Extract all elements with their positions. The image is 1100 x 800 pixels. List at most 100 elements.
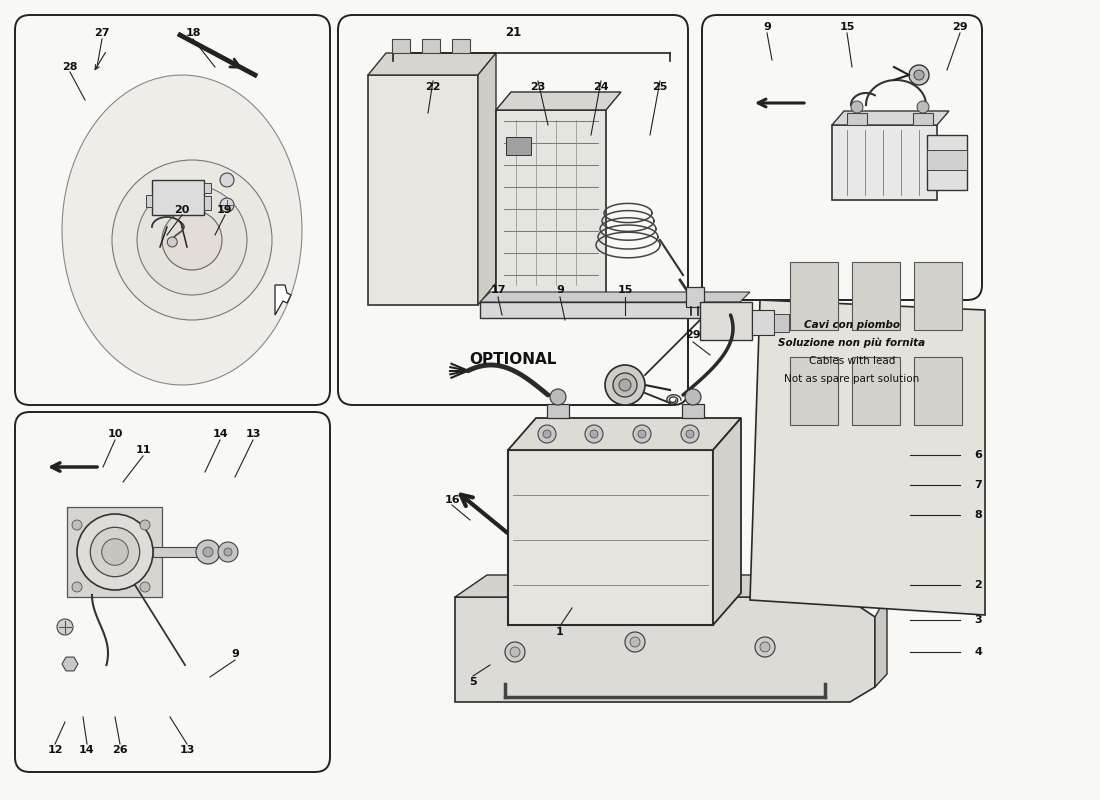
Text: 26: 26 (112, 745, 128, 755)
Bar (927, 150, 967, 170)
Bar (204, 196, 211, 210)
Bar (422, 39, 440, 53)
Bar (392, 39, 410, 53)
Circle shape (538, 425, 556, 443)
Text: eurospares: eurospares (623, 566, 738, 604)
Circle shape (685, 389, 701, 405)
Circle shape (760, 642, 770, 652)
Circle shape (204, 547, 213, 557)
FancyBboxPatch shape (15, 412, 330, 772)
Text: 27: 27 (95, 28, 110, 38)
Text: 20: 20 (174, 205, 189, 215)
Polygon shape (750, 300, 984, 615)
Polygon shape (455, 597, 874, 702)
Bar (547, 404, 569, 418)
Circle shape (224, 548, 232, 556)
Bar (368, 75, 478, 305)
Circle shape (510, 647, 520, 657)
Bar (790, 262, 838, 330)
Text: 25: 25 (652, 82, 668, 92)
Circle shape (140, 582, 150, 592)
Text: 19: 19 (217, 205, 233, 215)
Circle shape (220, 198, 234, 212)
Circle shape (613, 373, 637, 397)
Text: eurospares: eurospares (132, 204, 248, 246)
Circle shape (162, 210, 222, 270)
Bar (152, 180, 204, 215)
Polygon shape (713, 418, 741, 625)
Circle shape (550, 389, 566, 405)
Bar (682, 404, 704, 418)
Text: 12: 12 (47, 745, 63, 755)
Text: 3: 3 (975, 615, 982, 625)
Circle shape (218, 542, 238, 562)
Circle shape (543, 430, 551, 438)
Text: 10: 10 (108, 429, 123, 439)
Bar (913, 113, 933, 125)
Bar (506, 137, 531, 155)
Polygon shape (275, 285, 292, 315)
Text: 5: 5 (470, 677, 476, 687)
Bar (847, 113, 867, 125)
Circle shape (112, 160, 272, 320)
Text: 28: 28 (63, 62, 78, 72)
Text: eurospares: eurospares (163, 579, 277, 621)
Polygon shape (62, 657, 78, 671)
Text: 14: 14 (212, 429, 228, 439)
Text: Cavi con piombo: Cavi con piombo (804, 320, 900, 330)
Bar (774, 314, 789, 332)
Bar (927, 135, 967, 190)
Text: eurospares: eurospares (768, 323, 882, 357)
Polygon shape (496, 92, 622, 110)
Polygon shape (480, 292, 750, 302)
Text: 29: 29 (953, 22, 968, 32)
Circle shape (196, 540, 220, 564)
Text: OPTIONAL: OPTIONAL (470, 351, 557, 366)
Circle shape (590, 430, 598, 438)
Bar (752, 310, 774, 335)
Bar (686, 287, 704, 307)
Bar (480, 302, 740, 318)
Polygon shape (62, 75, 303, 385)
Circle shape (140, 520, 150, 530)
Circle shape (585, 425, 603, 443)
Circle shape (686, 430, 694, 438)
Text: 8: 8 (975, 510, 982, 520)
Text: 2: 2 (975, 580, 982, 590)
FancyBboxPatch shape (15, 15, 330, 405)
Bar (452, 39, 470, 53)
Bar (914, 262, 962, 330)
Circle shape (914, 70, 924, 80)
Bar (832, 125, 937, 200)
Text: 9: 9 (231, 649, 239, 659)
Circle shape (101, 538, 129, 566)
Bar (67, 507, 162, 597)
Polygon shape (832, 111, 949, 125)
Circle shape (632, 425, 651, 443)
Text: 29: 29 (685, 330, 701, 340)
Text: 1: 1 (557, 627, 564, 637)
Text: 9: 9 (763, 22, 771, 32)
FancyBboxPatch shape (338, 15, 688, 405)
Text: 18: 18 (185, 28, 200, 38)
Circle shape (220, 173, 234, 187)
Polygon shape (455, 575, 887, 597)
Text: Soluzione non più fornita: Soluzione non più fornita (779, 338, 925, 348)
Circle shape (638, 430, 646, 438)
Circle shape (138, 185, 248, 295)
Circle shape (755, 637, 775, 657)
Text: Not as spare part solution: Not as spare part solution (784, 374, 920, 384)
Text: 16: 16 (444, 495, 460, 505)
Bar (700, 302, 752, 340)
Circle shape (909, 65, 929, 85)
Text: 23: 23 (530, 82, 546, 92)
Text: eurospares: eurospares (493, 276, 607, 314)
Circle shape (72, 582, 82, 592)
Polygon shape (478, 53, 496, 305)
Text: 13: 13 (179, 745, 195, 755)
Bar (914, 357, 962, 425)
Circle shape (77, 514, 153, 590)
FancyBboxPatch shape (702, 15, 982, 300)
Circle shape (505, 642, 525, 662)
Circle shape (917, 101, 930, 113)
